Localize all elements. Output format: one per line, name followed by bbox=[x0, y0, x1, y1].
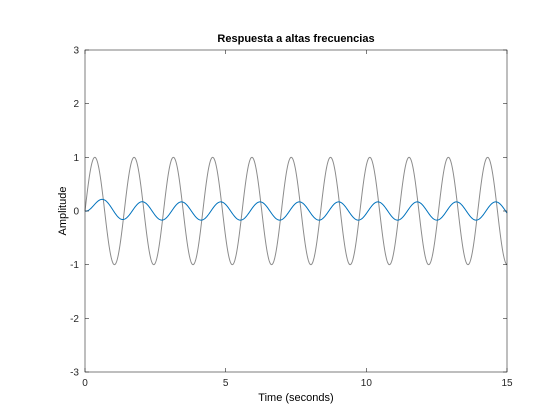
y-tick-label-1: 1 bbox=[73, 153, 79, 164]
y-tick-label--2: -2 bbox=[70, 314, 79, 325]
ticks-layer: 0 5 10 15 -3 -2 -1 0 1 2 3 bbox=[70, 46, 513, 390]
x-tick-label-10: 10 bbox=[361, 378, 373, 389]
y-axis-title: Amplitude bbox=[57, 187, 69, 236]
y-tick-label--1: -1 bbox=[70, 260, 79, 271]
x-tick-label-15: 15 bbox=[501, 378, 513, 389]
plot-area bbox=[85, 50, 507, 372]
y-tick-label-3: 3 bbox=[73, 46, 79, 57]
chart-title: Respuesta a altas frecuencias bbox=[217, 33, 374, 45]
y-tick-label-2: 2 bbox=[73, 99, 79, 110]
series-line-input bbox=[84, 156, 508, 266]
x-tick-label-5: 5 bbox=[223, 378, 229, 389]
y-tick-label-0: 0 bbox=[73, 207, 79, 218]
x-axis-title: Time (seconds) bbox=[258, 392, 333, 404]
series-layer bbox=[84, 156, 508, 266]
x-tick-label-0: 0 bbox=[82, 378, 88, 389]
y-tick-label--3: -3 bbox=[70, 368, 79, 379]
series-line-response bbox=[84, 198, 508, 221]
